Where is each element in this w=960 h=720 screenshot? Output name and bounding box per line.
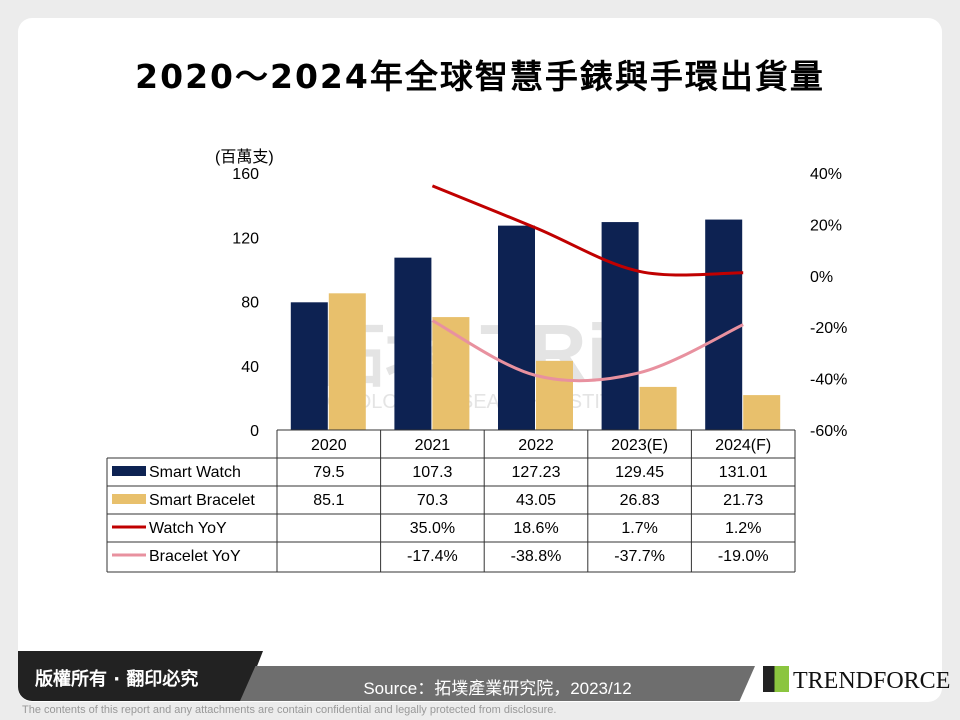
line-watch-yoy [431, 184, 744, 277]
source-banner: Source：拓墣產業研究院，2023/12 [240, 666, 755, 701]
y-tick-label: 0 [250, 423, 259, 440]
y2-tick-label: 0% [810, 269, 833, 286]
data-label: 85.1 [313, 492, 344, 509]
data-label: 35.0% [410, 520, 455, 537]
data-label: -37.7% [614, 548, 665, 565]
legend-label: Smart Bracelet [149, 492, 255, 509]
x-category-label: 2023(E) [611, 437, 668, 454]
data-label: 70.3 [417, 492, 448, 509]
data-label: -38.8% [511, 548, 562, 565]
bar-smart-watch [705, 219, 743, 430]
x-category-label: 2024(F) [715, 437, 771, 454]
chart-title: 2020～2024年全球智慧手錶與手環出貨量 [135, 57, 825, 96]
data-label: 26.83 [620, 492, 660, 509]
legend-label: Bracelet YoY [149, 548, 241, 565]
slide-card [18, 18, 942, 702]
copyright-text: 版權所有 · 翻印必究 [35, 669, 199, 690]
x-category-label: 2020 [311, 437, 347, 454]
bar-smart-bracelet [328, 293, 366, 430]
y2-tick-label: 20% [810, 217, 842, 234]
data-label: 127.23 [512, 464, 561, 481]
y2-tick-label: -20% [810, 320, 847, 337]
y-tick-label: 160 [232, 166, 259, 183]
y2-tick-label: -60% [810, 423, 847, 440]
y-tick-label: 40 [241, 359, 259, 376]
x-category-label: 2021 [415, 437, 451, 454]
data-label: 43.05 [516, 492, 556, 509]
brand-text: TRENDFORCE [793, 668, 951, 694]
bar-smart-watch [394, 257, 432, 430]
data-label: 18.6% [513, 520, 558, 537]
data-label: 1.2% [725, 520, 761, 537]
data-label: 79.5 [313, 464, 344, 481]
bar-smart-bracelet [432, 317, 470, 430]
data-label: 1.7% [621, 520, 657, 537]
y-tick-label: 120 [232, 230, 259, 247]
y-tick-label: 80 [241, 295, 259, 312]
y-axis-label: (百萬支) [215, 148, 274, 166]
data-label: 107.3 [412, 464, 452, 481]
bar-smart-watch [290, 302, 328, 430]
legend-label: Smart Watch [149, 464, 241, 481]
legend-swatch [112, 466, 146, 476]
bar-smart-watch [498, 225, 535, 430]
bar-smart-bracelet [743, 395, 781, 430]
trendforce-logo: TRENDFORCE [763, 666, 950, 695]
bar-smart-bracelet [639, 386, 677, 430]
data-label: 131.01 [719, 464, 768, 481]
copyright-banner: 版權所有 · 翻印必究 [18, 651, 263, 701]
data-label: -17.4% [407, 548, 458, 565]
disclaimer: The contents of this report and any atta… [22, 704, 557, 716]
y2-tick-label: 40% [810, 166, 842, 183]
bar-smart-bracelet [536, 360, 573, 430]
line-bracelet-yoy [431, 319, 744, 383]
y2-tick-label: -40% [810, 372, 847, 389]
legend-swatch [112, 494, 146, 504]
data-label: 129.45 [615, 464, 664, 481]
data-label: -19.0% [718, 548, 769, 565]
legend-label: Watch YoY [149, 520, 227, 537]
bar-smart-watch [601, 222, 639, 430]
x-category-label: 2022 [518, 437, 554, 454]
source-text: Source：拓墣產業研究院，2023/12 [363, 679, 632, 698]
data-label: 21.73 [723, 492, 763, 509]
trendforce-logo-icon [763, 666, 789, 692]
